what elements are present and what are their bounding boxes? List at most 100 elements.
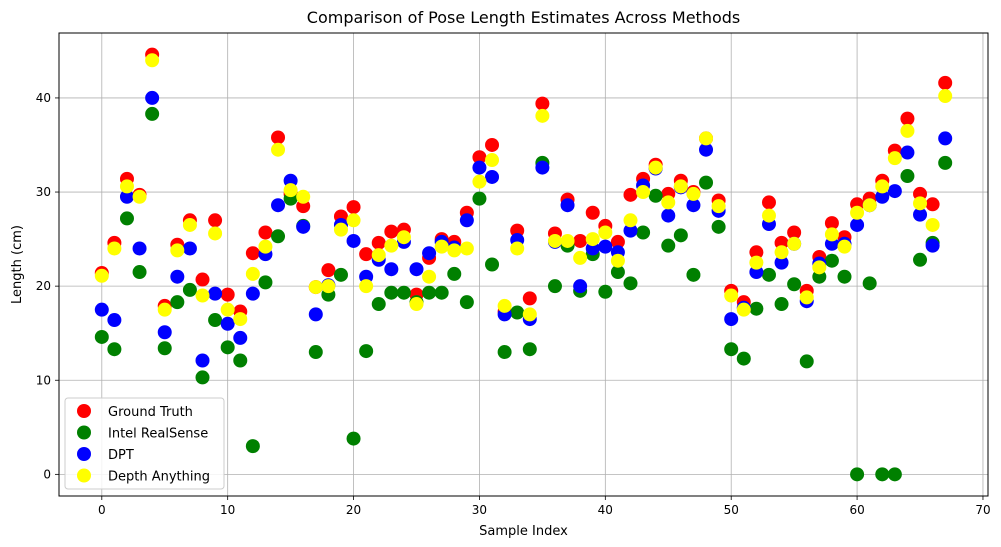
point-depth-anything bbox=[774, 245, 789, 260]
x-tick-label: 20 bbox=[346, 503, 361, 517]
point-intel-realsense bbox=[598, 284, 613, 299]
point-intel-realsense bbox=[107, 342, 122, 357]
point-dpt bbox=[661, 208, 676, 223]
point-dpt bbox=[107, 313, 122, 328]
point-dpt bbox=[699, 142, 714, 157]
point-intel-realsense bbox=[636, 225, 651, 240]
point-intel-realsense bbox=[610, 265, 625, 280]
point-dpt bbox=[119, 189, 134, 204]
point-depth-anything bbox=[900, 123, 915, 138]
point-ground-truth bbox=[610, 234, 625, 249]
point-ground-truth bbox=[359, 247, 374, 262]
point-dpt bbox=[245, 286, 260, 301]
point-depth-anything bbox=[321, 279, 336, 294]
point-depth-anything bbox=[271, 142, 286, 157]
point-dpt bbox=[724, 312, 739, 327]
point-depth-anything bbox=[887, 151, 902, 166]
point-intel-realsense bbox=[220, 340, 235, 355]
point-intel-realsense bbox=[157, 341, 172, 356]
series-intel-realsense bbox=[94, 106, 953, 482]
point-intel-realsense bbox=[913, 252, 928, 267]
point-intel-realsense bbox=[686, 267, 701, 282]
legend-marker-intel-realsense bbox=[77, 425, 91, 440]
point-intel-realsense bbox=[824, 253, 839, 268]
point-intel-realsense bbox=[724, 342, 739, 357]
point-intel-realsense bbox=[132, 265, 147, 280]
point-dpt bbox=[875, 189, 890, 204]
point-depth-anything bbox=[384, 238, 399, 253]
point-intel-realsense bbox=[787, 277, 802, 292]
point-dpt bbox=[422, 246, 437, 261]
data-points bbox=[94, 47, 953, 482]
point-dpt bbox=[157, 325, 172, 340]
point-ground-truth bbox=[472, 150, 487, 165]
point-ground-truth bbox=[938, 75, 953, 90]
point-intel-realsense bbox=[434, 285, 449, 300]
y-tick-label: 30 bbox=[36, 185, 51, 199]
point-dpt bbox=[925, 238, 940, 253]
x-axis-label: Sample Index bbox=[479, 524, 568, 539]
point-ground-truth bbox=[925, 197, 940, 212]
point-intel-realsense bbox=[258, 275, 273, 290]
point-ground-truth bbox=[485, 137, 500, 152]
x-tick-label: 50 bbox=[724, 503, 739, 517]
point-dpt bbox=[686, 198, 701, 213]
point-intel-realsense bbox=[245, 439, 260, 454]
point-intel-realsense bbox=[774, 297, 789, 312]
point-intel-realsense bbox=[887, 467, 902, 482]
point-intel-realsense bbox=[875, 467, 890, 482]
point-depth-anything bbox=[573, 250, 588, 265]
point-depth-anything bbox=[547, 233, 562, 248]
point-intel-realsense bbox=[510, 305, 525, 320]
point-depth-anything bbox=[157, 302, 172, 317]
x-tick-label: 0 bbox=[98, 503, 106, 517]
point-dpt bbox=[472, 160, 487, 175]
point-depth-anything bbox=[824, 227, 839, 242]
point-depth-anything bbox=[711, 199, 726, 214]
point-depth-anything bbox=[459, 241, 474, 256]
chart-title: Comparison of Pose Length Estimates Acro… bbox=[307, 8, 740, 27]
x-tick-label: 30 bbox=[472, 503, 487, 517]
point-depth-anything bbox=[925, 217, 940, 232]
point-depth-anything bbox=[396, 230, 411, 245]
point-dpt bbox=[850, 217, 865, 232]
point-depth-anything bbox=[787, 236, 802, 251]
point-intel-realsense bbox=[749, 301, 764, 316]
point-depth-anything bbox=[598, 225, 613, 240]
point-dpt bbox=[233, 330, 248, 345]
point-depth-anything bbox=[736, 302, 751, 317]
point-intel-realsense bbox=[850, 467, 865, 482]
point-intel-realsense bbox=[359, 344, 374, 359]
point-intel-realsense bbox=[208, 313, 223, 328]
point-ground-truth bbox=[761, 195, 776, 210]
point-dpt bbox=[573, 279, 588, 294]
x-tick-label: 40 bbox=[598, 503, 613, 517]
point-ground-truth bbox=[573, 233, 588, 248]
legend-label-dpt: DPT bbox=[108, 448, 134, 463]
y-tick-label: 0 bbox=[43, 467, 51, 481]
axis-ticks: 0 10 20 30 40 50 60 70 0 10 20 30 40 bbox=[36, 91, 991, 517]
point-ground-truth bbox=[271, 130, 286, 145]
point-intel-realsense bbox=[711, 219, 726, 234]
point-depth-anything bbox=[724, 288, 739, 303]
point-depth-anything bbox=[560, 233, 575, 248]
point-intel-realsense bbox=[547, 279, 562, 294]
point-intel-realsense bbox=[271, 229, 286, 244]
point-dpt bbox=[94, 302, 109, 317]
point-intel-realsense bbox=[384, 285, 399, 300]
point-depth-anything bbox=[585, 232, 600, 247]
point-ground-truth bbox=[258, 225, 273, 240]
point-depth-anything bbox=[208, 226, 223, 241]
y-tick-label: 40 bbox=[36, 91, 51, 105]
point-dpt bbox=[485, 169, 500, 184]
point-ground-truth bbox=[195, 272, 210, 287]
point-dpt bbox=[195, 353, 210, 368]
point-ground-truth bbox=[371, 235, 386, 250]
point-ground-truth bbox=[749, 245, 764, 260]
point-depth-anything bbox=[610, 253, 625, 268]
point-depth-anything bbox=[145, 53, 160, 68]
point-intel-realsense bbox=[623, 276, 638, 291]
legend: Ground Truth Intel RealSense DPT Depth Anyt… bbox=[64, 397, 225, 490]
point-ground-truth bbox=[321, 263, 336, 278]
point-intel-realsense bbox=[182, 282, 197, 297]
